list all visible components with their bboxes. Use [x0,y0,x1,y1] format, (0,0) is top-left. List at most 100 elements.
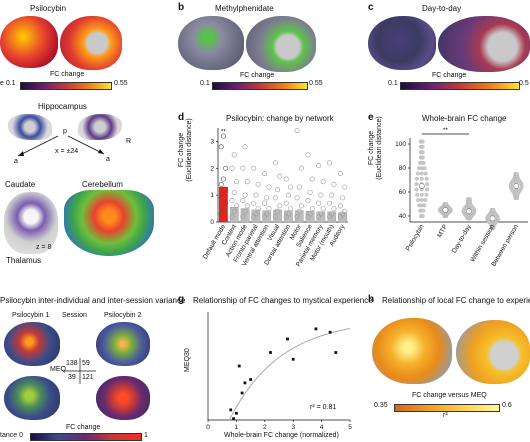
e-point [423,171,428,176]
d-point [318,192,324,198]
d-point [223,165,229,171]
psilocybin-brain-medial [60,16,122,70]
caudate-slice [4,192,58,254]
g-x-tick-label: 2 [263,424,267,431]
g-point [235,411,238,415]
hipp-r: R [126,138,132,145]
e-point [422,203,427,208]
e-point [421,208,426,213]
d-point [288,184,294,190]
panel-g-r2: r² = 0.81 [310,404,337,411]
experience-brain-lateral [372,318,452,384]
d-point [233,179,239,185]
d-point [244,179,250,185]
d-y-tick-label: 0 [210,219,214,226]
e-point [424,176,429,181]
variance-brain-bottomleft [4,376,60,420]
methylphenidate-brain-medial [246,16,316,72]
panel-g-xlabel: Whole-brain FC change (normalized) [224,432,339,439]
e-point [420,139,425,144]
d-point [337,171,343,177]
e-point [467,197,472,202]
d-point [309,206,315,212]
d-point [294,195,300,201]
e-median-marker [442,207,449,213]
e-point [414,176,419,181]
d-point [331,206,337,212]
d-point [255,181,261,187]
e-point [414,182,419,187]
g-point [237,364,241,368]
e-point [515,172,520,176]
g-point [240,391,244,395]
e-point [425,182,430,187]
panel-f-cb-min: tance 0 [0,432,23,439]
e-point [420,155,425,160]
e-point [420,214,425,218]
g-point [249,378,252,381]
g-point [286,337,289,341]
d-point [229,214,235,220]
e-y-tick-label: 60 [399,189,407,196]
e-median-marker [489,215,496,222]
d-point [283,176,289,182]
panel-c-title: Day-to-day [422,4,462,13]
daytoday-brain-lateral [368,16,436,70]
panel-h-cb-min: 0.35 [374,402,388,409]
e-y-tick-label: 100 [395,141,406,148]
g-fit-curve [228,328,351,421]
panel-f-cb-label: FC change [66,424,101,431]
d-y-tick-label: 3 [210,138,214,145]
g-point [232,417,235,421]
d-point [240,214,246,220]
d-point [309,176,315,182]
d-point [275,187,281,193]
hipp-p: p [63,128,67,135]
cerebellum-flatmap [64,190,154,256]
daytoday-brain-medial [438,16,530,72]
psilocybin2-label: Psilocybin 2 [104,312,142,319]
d-point [277,173,283,179]
d-point [342,208,348,214]
d-point [266,206,272,212]
d-point [329,192,335,198]
e-significance: ** [443,127,449,134]
e-point [419,171,424,176]
e-point [491,208,496,212]
methylphenidate-brain-lateral [178,16,244,70]
d-point [272,195,278,201]
d-point [244,203,250,209]
d-point [253,211,259,217]
meq-cell-11: 138 [66,360,78,367]
d-point [298,165,304,171]
d-point [307,211,313,217]
g-point [229,408,233,412]
e-median-marker [513,183,520,189]
d-point [223,200,229,206]
experience-brain-medial [456,320,530,384]
panel-c-cb-max: 0.5 [519,80,529,87]
e-y-tick-label: 80 [399,165,407,172]
panel-b-cb-max: 0.55 [309,80,323,87]
d-point [220,133,226,139]
panel-e-title: Whole-brain FC change [422,114,507,123]
panel-f-colorbar [30,433,142,441]
d-point [277,203,283,209]
meq-cell-12: 59 [82,360,90,367]
d-point [264,211,270,217]
g-point [314,327,318,331]
d-point [320,206,326,212]
panel-f-title: Psilocybin inter-individual and inter-se… [0,296,186,305]
cerebellum-label: Cerebellum [82,180,123,189]
e-point [424,192,429,197]
d-significance: ** [221,128,227,135]
panel-d-title: Psilocybin: change by network [226,114,334,123]
d-point [298,203,304,209]
d-y-tick-label: 2 [210,165,214,172]
d-point [340,195,346,201]
panel-c-colorbar [400,82,520,90]
panel-h-cb-max: 0.6 [502,402,512,409]
panel-e-letter: e [368,112,374,123]
d-point [285,211,291,217]
